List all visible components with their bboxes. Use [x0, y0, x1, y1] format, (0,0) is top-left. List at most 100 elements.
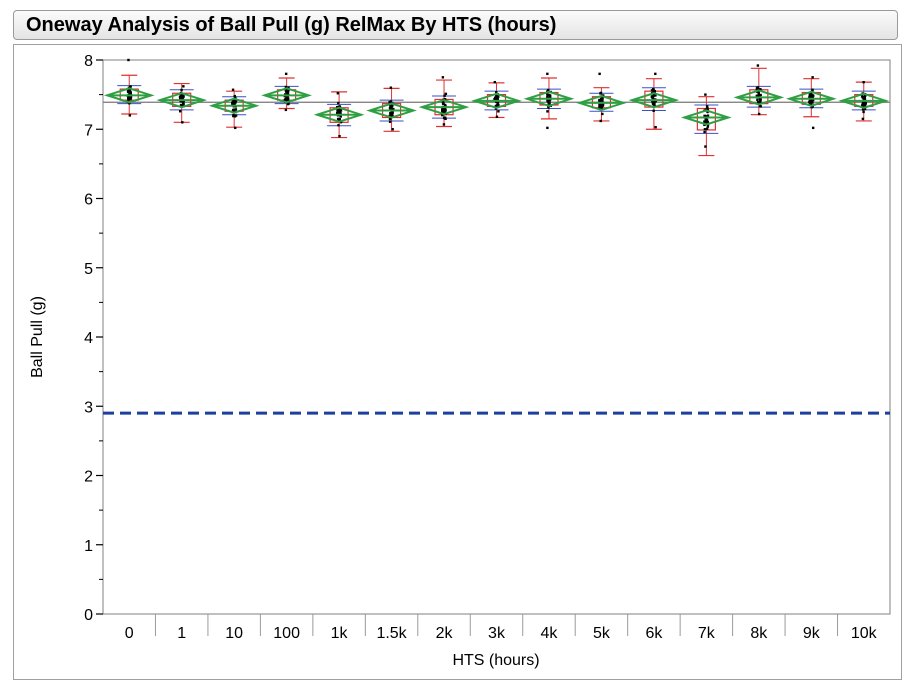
data-point: [861, 108, 865, 111]
data-point: [181, 121, 184, 124]
data-point: [339, 109, 343, 112]
data-point: [703, 120, 706, 123]
data-point: [391, 128, 394, 131]
data-point: [497, 110, 500, 113]
data-point: [651, 101, 654, 104]
data-point: [811, 105, 814, 108]
group-9k: [785, 76, 837, 130]
data-point: [704, 93, 707, 96]
data-point: [548, 99, 551, 102]
x-tick-label: 2k: [436, 625, 454, 642]
data-point: [388, 120, 392, 123]
data-point: [653, 103, 656, 106]
data-point: [496, 96, 499, 99]
data-point: [706, 125, 710, 128]
data-point: [178, 97, 182, 100]
data-point: [180, 104, 183, 107]
data-point: [704, 115, 708, 118]
x-tick-label: 10: [225, 625, 243, 642]
data-point: [286, 88, 289, 92]
y-tick-label: 6: [84, 192, 93, 209]
data-point: [811, 94, 814, 97]
data-point: [495, 91, 498, 94]
data-point: [863, 107, 867, 111]
data-point: [546, 95, 549, 99]
data-point: [703, 128, 707, 131]
x-tick-label: 1.5k: [376, 625, 407, 642]
data-point: [234, 108, 238, 111]
x-tick-label: 10k: [851, 625, 878, 642]
data-point: [286, 90, 290, 93]
x-tick-label: 4k: [541, 625, 559, 642]
group-10: [208, 88, 260, 130]
data-point: [129, 92, 132, 96]
data-point: [443, 103, 447, 107]
data-point: [756, 64, 760, 67]
x-tick-label: 7k: [698, 625, 716, 642]
data-point: [546, 93, 549, 96]
data-point: [234, 126, 237, 130]
data-point: [493, 80, 497, 84]
data-point: [546, 99, 550, 102]
data-point: [286, 99, 290, 102]
reference-group: [103, 101, 890, 415]
data-point: [546, 72, 549, 76]
data-point: [390, 104, 394, 108]
y-tick-label: 3: [84, 399, 93, 416]
x-tick-label: 0: [125, 625, 134, 642]
group-8k: [733, 64, 785, 116]
y-tick-label: 5: [84, 261, 93, 278]
data-point: [233, 94, 236, 98]
group-5k: [576, 72, 627, 123]
data-point: [862, 80, 865, 84]
data-point: [339, 120, 343, 124]
data-point: [127, 97, 130, 100]
report-title-bar[interactable]: Oneway Analysis of Ball Pull (g) RelMax …: [13, 10, 898, 40]
data-point: [442, 123, 446, 126]
data-point: [653, 89, 657, 93]
data-point: [285, 95, 288, 98]
data-point: [759, 88, 762, 91]
data-point: [444, 92, 448, 96]
chart-frame: [13, 44, 902, 680]
data-point: [862, 110, 865, 114]
data-point: [599, 99, 603, 103]
group-1.5k: [366, 86, 417, 132]
data-point: [548, 94, 552, 97]
data-point: [287, 102, 290, 105]
data-point: [284, 98, 288, 101]
data-point: [233, 101, 237, 104]
data-point: [390, 113, 394, 116]
data-point: [653, 99, 657, 103]
data-point: [598, 103, 601, 107]
data-point: [127, 88, 131, 92]
data-point: [650, 95, 654, 98]
data-point: [599, 97, 603, 101]
data-point: [390, 112, 393, 115]
data-point: [706, 120, 709, 124]
data-point: [861, 117, 865, 121]
data-point: [444, 108, 447, 111]
data-point: [234, 96, 237, 99]
group-6k: [628, 72, 680, 130]
data-point: [180, 88, 183, 92]
data-point: [129, 85, 132, 88]
x-tick-label: 6k: [645, 625, 663, 642]
data-point: [599, 119, 602, 123]
group-7k: [681, 93, 732, 157]
data-point: [809, 101, 812, 105]
data-point: [286, 92, 289, 95]
data-point: [547, 106, 550, 109]
data-point: [811, 76, 814, 79]
data-point: [706, 107, 709, 110]
plot-area-border: [102, 59, 891, 615]
data-point: [496, 103, 500, 106]
data-point: [755, 94, 759, 98]
data-point: [388, 117, 392, 121]
data-point: [811, 98, 815, 102]
data-point: [494, 96, 497, 100]
data-point: [547, 102, 550, 105]
data-point: [443, 98, 447, 101]
data-point: [860, 95, 864, 98]
